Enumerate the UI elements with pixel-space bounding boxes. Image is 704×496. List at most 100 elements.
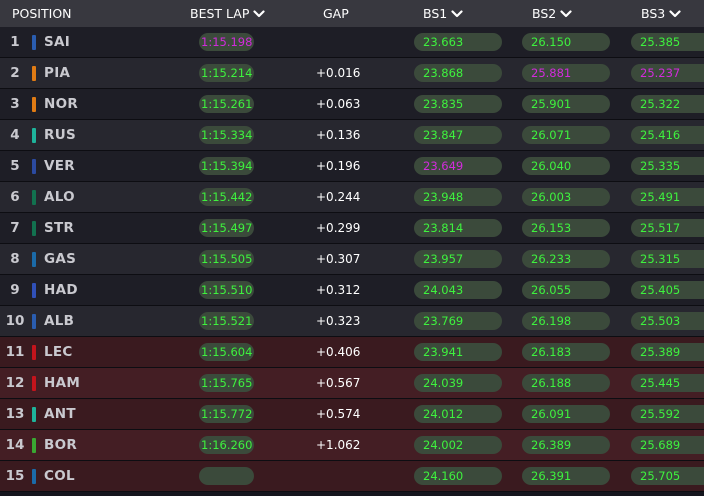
best-lap-time: 1:15.214 bbox=[199, 64, 254, 82]
gap-to-leader: +0.299 bbox=[316, 221, 361, 235]
sector-3-time: 25.503 bbox=[631, 312, 704, 330]
position-number: 6 bbox=[10, 189, 20, 205]
table-row[interactable]: 7 STR 1:15.497 +0.299 23.814 26.153 25.5… bbox=[0, 213, 704, 244]
sector-1-time: 23.948 bbox=[414, 188, 502, 206]
gap-to-leader: +1.062 bbox=[316, 438, 361, 452]
sector-2-time: 26.003 bbox=[522, 188, 610, 206]
position-number: 4 bbox=[10, 127, 20, 143]
sector-2-time: 26.198 bbox=[522, 312, 610, 330]
bs3-column-label: BS3 bbox=[641, 6, 666, 21]
driver-code: VER bbox=[44, 158, 75, 174]
sector-1-time: 24.039 bbox=[414, 374, 502, 392]
sector-1-time: 23.769 bbox=[414, 312, 502, 330]
driver-code: NOR bbox=[44, 96, 79, 112]
driver-code: ALB bbox=[44, 313, 75, 329]
driver-code: BOR bbox=[44, 437, 78, 453]
best-lap-time: 1:15.521 bbox=[199, 312, 254, 330]
table-row[interactable]: 11 LEC 1:15.604 +0.406 23.941 26.183 25.… bbox=[0, 337, 704, 368]
driver-code: COL bbox=[44, 468, 75, 484]
best-lap-time: 1:15.604 bbox=[199, 343, 254, 361]
position-number: 3 bbox=[10, 96, 20, 112]
sector-1-time: 23.868 bbox=[414, 64, 502, 82]
sector-3-time: 25.389 bbox=[631, 343, 704, 361]
table-row[interactable]: 9 HAD 1:15.510 +0.312 24.043 26.055 25.4… bbox=[0, 275, 704, 306]
sector-1-time: 23.957 bbox=[414, 250, 502, 268]
team-color-bar bbox=[32, 190, 36, 205]
best-lap-time: 1:15.261 bbox=[199, 95, 254, 113]
table-row[interactable]: 6 ALO 1:15.442 +0.244 23.948 26.003 25.4… bbox=[0, 182, 704, 213]
team-color-bar bbox=[32, 345, 36, 360]
sector-2-time: 26.040 bbox=[522, 157, 610, 175]
bs3-sort-button[interactable]: BS3 bbox=[641, 0, 681, 27]
gap-to-leader: +0.063 bbox=[316, 97, 361, 111]
sector-2-time: 26.091 bbox=[522, 405, 610, 423]
bs2-sort-button[interactable]: BS2 bbox=[532, 0, 572, 27]
sector-1-time: 24.043 bbox=[414, 281, 502, 299]
table-row[interactable]: 3 NOR 1:15.261 +0.063 23.835 25.901 25.3… bbox=[0, 89, 704, 120]
best-lap-sort-button[interactable]: BEST LAP bbox=[190, 0, 265, 27]
bs1-sort-button[interactable]: BS1 bbox=[423, 0, 463, 27]
table-row[interactable]: 8 GAS 1:15.505 +0.307 23.957 26.233 25.3… bbox=[0, 244, 704, 275]
driver-code: PIA bbox=[44, 65, 71, 81]
team-color-bar bbox=[32, 252, 36, 267]
sector-3-time: 25.385 bbox=[631, 33, 704, 51]
table-row[interactable]: 4 RUS 1:15.334 +0.136 23.847 26.071 25.4… bbox=[0, 120, 704, 151]
position-number: 8 bbox=[10, 251, 20, 267]
table-row[interactable]: 13 ANT 1:15.772 +0.574 24.012 26.091 25.… bbox=[0, 399, 704, 430]
sector-3-time: 25.517 bbox=[631, 219, 704, 237]
table-row[interactable]: 15 COL 24.160 26.391 25.705 bbox=[0, 461, 704, 492]
position-number: 5 bbox=[10, 158, 20, 174]
sector-3-time: 25.705 bbox=[631, 467, 704, 485]
team-color-bar bbox=[32, 159, 36, 174]
sector-2-time: 26.150 bbox=[522, 33, 610, 51]
team-color-bar bbox=[32, 283, 36, 298]
gap-to-leader: +0.574 bbox=[316, 407, 361, 421]
position-number: 10 bbox=[5, 313, 25, 329]
table-row[interactable]: 1 SAI 1:15.198 23.663 26.150 25.385 bbox=[0, 27, 704, 58]
driver-code: RUS bbox=[44, 127, 76, 143]
position-number: 15 bbox=[5, 468, 25, 484]
gap-to-leader: +0.244 bbox=[316, 190, 361, 204]
driver-code: GAS bbox=[44, 251, 77, 267]
bs2-column-label: BS2 bbox=[532, 6, 557, 21]
sector-3-time: 25.405 bbox=[631, 281, 704, 299]
gap-to-leader: +0.567 bbox=[316, 376, 361, 390]
table-row[interactable]: 10 ALB 1:15.521 +0.323 23.769 26.198 25.… bbox=[0, 306, 704, 337]
sector-3-time: 25.315 bbox=[631, 250, 704, 268]
team-color-bar bbox=[32, 35, 36, 50]
best-lap-time: 1:15.505 bbox=[199, 250, 254, 268]
sector-2-time: 26.233 bbox=[522, 250, 610, 268]
gap-to-leader: +0.196 bbox=[316, 159, 361, 173]
table-row[interactable]: 14 BOR 1:16.260 +1.062 24.002 26.389 25.… bbox=[0, 430, 704, 461]
position-number: 13 bbox=[5, 406, 25, 422]
sector-3-time: 25.322 bbox=[631, 95, 704, 113]
sector-2-time: 26.153 bbox=[522, 219, 610, 237]
chevron-down-icon bbox=[451, 9, 463, 19]
gap-to-leader: +0.136 bbox=[316, 128, 361, 142]
table-row[interactable]: 12 HAM 1:15.765 +0.567 24.039 26.188 25.… bbox=[0, 368, 704, 399]
best-lap-column-label: BEST LAP bbox=[190, 6, 250, 21]
sector-2-time: 26.188 bbox=[522, 374, 610, 392]
best-lap-time: 1:15.442 bbox=[199, 188, 254, 206]
driver-code: SAI bbox=[44, 34, 71, 50]
team-color-bar bbox=[32, 128, 36, 143]
gap-to-leader: +0.016 bbox=[316, 66, 361, 80]
best-lap-time: 1:15.510 bbox=[199, 281, 254, 299]
table-row[interactable]: 5 VER 1:15.394 +0.196 23.649 26.040 25.3… bbox=[0, 151, 704, 182]
sector-3-time: 25.491 bbox=[631, 188, 704, 206]
position-number: 11 bbox=[5, 344, 25, 360]
driver-code: LEC bbox=[44, 344, 73, 360]
sector-2-time: 26.183 bbox=[522, 343, 610, 361]
table-row[interactable]: 2 PIA 1:15.214 +0.016 23.868 25.881 25.2… bbox=[0, 58, 704, 89]
gap-to-leader: +0.323 bbox=[316, 314, 361, 328]
team-color-bar bbox=[32, 97, 36, 112]
team-color-bar bbox=[32, 407, 36, 422]
sector-1-time: 23.941 bbox=[414, 343, 502, 361]
sector-3-time: 25.689 bbox=[631, 436, 704, 454]
sector-1-time: 23.835 bbox=[414, 95, 502, 113]
team-color-bar bbox=[32, 66, 36, 81]
sector-2-time: 26.055 bbox=[522, 281, 610, 299]
team-color-bar bbox=[32, 469, 36, 484]
sector-3-time: 25.592 bbox=[631, 405, 704, 423]
chevron-down-icon bbox=[560, 9, 572, 19]
